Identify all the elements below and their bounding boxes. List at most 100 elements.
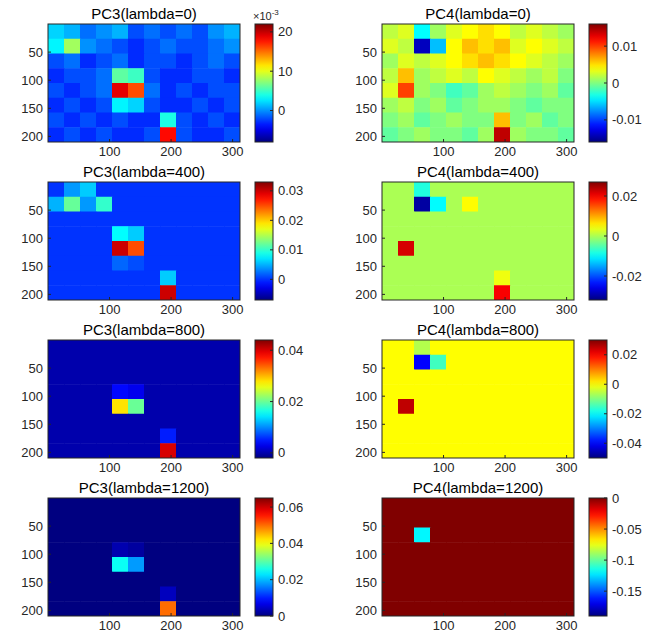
heatmap-cell [414, 370, 431, 385]
colorbar-tick-label: 0.01 [278, 242, 303, 257]
heatmap-cell [48, 285, 65, 300]
heatmap-cell [160, 355, 177, 370]
heatmap-cell [208, 384, 225, 399]
heatmap-cell [510, 572, 527, 587]
heatmap-cell [208, 429, 225, 444]
heatmap-cell [96, 601, 113, 616]
heatmap-cell [176, 355, 193, 370]
heatmap-cell [192, 498, 209, 513]
heatmap-cell [494, 39, 511, 54]
plot-frame [48, 24, 240, 142]
heatmap-cell [208, 285, 225, 300]
heatmap-cell [176, 285, 193, 300]
x-tick-label: 300 [222, 144, 244, 159]
heatmap-cell [80, 226, 97, 241]
heatmap-cell [558, 528, 574, 543]
heatmap-cell [558, 513, 574, 528]
heatmap-cell [64, 271, 81, 286]
heatmap-cell [144, 98, 161, 113]
heatmap-cell [510, 370, 527, 385]
heatmap-cell [128, 587, 145, 602]
heatmap-cell [176, 498, 193, 513]
panel: PC3(lambda=1200)1002003005010015020000.0… [21, 479, 303, 633]
heatmap-cell [144, 68, 161, 83]
y-tick-label: 100 [21, 389, 43, 404]
heatmap-cell [510, 83, 527, 98]
heatmap-cell [80, 271, 97, 286]
heatmap-cell [510, 241, 527, 256]
panel-title: PC3(lambda=0) [91, 5, 196, 22]
heatmap-cell [446, 182, 463, 197]
heatmap-cell [96, 355, 113, 370]
heatmap-cell [128, 384, 145, 399]
heatmap-cell [382, 212, 399, 227]
heatmap-cell [510, 528, 527, 543]
heatmap-cell [112, 98, 129, 113]
heatmap-cell [192, 285, 209, 300]
y-tick [48, 368, 51, 369]
heatmap-cell [64, 226, 81, 241]
heatmap-cell [192, 182, 209, 197]
heatmap [48, 498, 240, 616]
heatmap-cell [398, 340, 415, 355]
colorbar-tick-label: 10 [278, 64, 292, 79]
heatmap-cell [382, 68, 399, 83]
colorbar-tick-label: -0.15 [612, 584, 642, 599]
heatmap-cell [80, 513, 97, 528]
heatmap-cell [224, 83, 240, 98]
heatmap [48, 182, 240, 300]
heatmap-cell [446, 285, 463, 300]
heatmap-cell [160, 370, 177, 385]
y-tick [48, 526, 51, 527]
heatmap-cell [478, 414, 495, 429]
heatmap-cell [208, 39, 225, 54]
heatmap-cell [510, 601, 527, 616]
heatmap-cell [510, 54, 527, 69]
heatmap-cell [430, 113, 447, 128]
heatmap-cell [48, 384, 65, 399]
heatmap [48, 24, 240, 142]
y-tick-label: 100 [355, 73, 377, 88]
y-tick [48, 136, 51, 137]
heatmap-cell [558, 212, 574, 227]
heatmap-cell [80, 355, 97, 370]
y-tick [48, 210, 51, 211]
heatmap-cell [446, 601, 463, 616]
heatmap-cell [382, 24, 399, 39]
heatmap-cell [414, 572, 431, 587]
heatmap-cell [382, 572, 399, 587]
colorbar-tick [604, 560, 607, 561]
heatmap-cell [510, 384, 527, 399]
y-tick [48, 396, 51, 397]
heatmap-cell [80, 127, 97, 142]
colorbar-tick [270, 110, 273, 111]
heatmap-cell [414, 212, 431, 227]
heatmap-cell [48, 68, 65, 83]
heatmap-cell [192, 98, 209, 113]
heatmap-cell [462, 256, 479, 271]
heatmap-cell [224, 113, 240, 128]
heatmap-cell [446, 587, 463, 602]
heatmap-cell [208, 542, 225, 557]
colorbar-tick-label: 0.02 [278, 572, 303, 587]
colorbar [255, 182, 273, 300]
heatmap-cell [382, 256, 399, 271]
heatmap-cell [430, 513, 447, 528]
heatmap-cell [478, 572, 495, 587]
heatmap-cell [558, 355, 574, 370]
heatmap-cell [462, 443, 479, 458]
plot-frame [382, 182, 574, 300]
heatmap-cell [382, 414, 399, 429]
heatmap-cell [112, 256, 129, 271]
heatmap-cell [478, 498, 495, 513]
heatmap-cell [160, 24, 177, 39]
heatmap-cell [526, 197, 543, 212]
heatmap-cell [478, 399, 495, 414]
heatmap-cell [398, 39, 415, 54]
heatmap-cell [144, 528, 161, 543]
x-tick [566, 297, 567, 300]
heatmap-cell [462, 271, 479, 286]
colorbar-tick-label: -0.02 [612, 269, 642, 284]
x-tick-label: 100 [433, 144, 455, 159]
heatmap-cell [462, 601, 479, 616]
